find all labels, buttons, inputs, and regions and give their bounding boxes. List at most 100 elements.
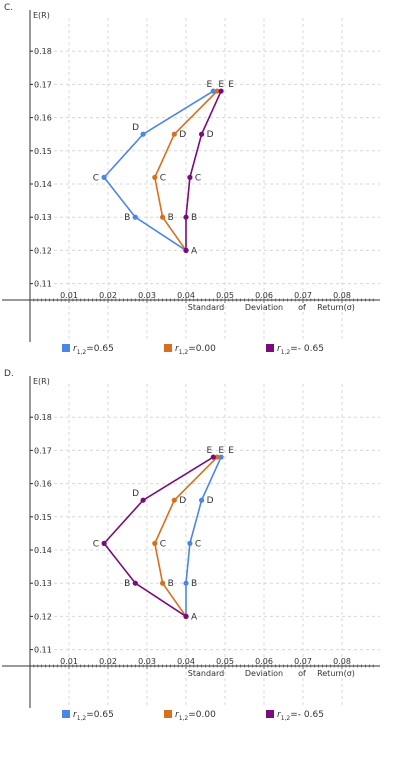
y-tick-label: 0.15 (34, 147, 52, 156)
data-point (199, 131, 205, 137)
point-label-C: C (195, 173, 201, 183)
point-label-E: E (218, 80, 224, 90)
data-point (187, 540, 193, 546)
legend-swatch (62, 344, 70, 352)
x-tick-label: 0.06 (255, 657, 273, 666)
data-point (101, 174, 107, 180)
x-axis-label-word: of (298, 303, 306, 312)
y-tick-label: 0.13 (34, 213, 52, 222)
x-axis-label-word: Deviation (245, 303, 283, 312)
y-tick-label: 0.18 (34, 413, 52, 422)
x-tick-label: 0.04 (177, 657, 195, 666)
legend-entry: r1,2=0.00 (175, 344, 216, 356)
x-tick-label: 0.02 (99, 657, 117, 666)
data-point (210, 88, 216, 94)
data-point (160, 580, 166, 586)
point-label-E: E (218, 446, 224, 456)
point-label-E: E (206, 446, 212, 456)
x-tick-label: 0.04 (177, 291, 195, 300)
data-point (140, 497, 146, 503)
point-label-D: D (207, 496, 214, 506)
x-tick-label: 0.01 (60, 291, 78, 300)
y-tick-label: 0.16 (34, 114, 52, 123)
point-label-E: E (228, 80, 234, 90)
y-tick-label: 0.17 (34, 80, 52, 89)
y-tick-label: 0.14 (34, 180, 52, 189)
x-tick-label: 0.03 (138, 291, 156, 300)
data-point (210, 454, 216, 460)
point-label-D: D (179, 130, 186, 140)
data-point (171, 497, 177, 503)
series-line-2 (185, 90, 222, 251)
y-tick-label: 0.15 (34, 513, 52, 522)
legend-entry: r1,2=- 0.65 (277, 710, 324, 722)
legend-entry: r1,2=0.00 (175, 710, 216, 722)
chart-panel-1: C. E(R) 0.18 0.17 0.16 0.15 0.14 0.13 0.12 0.11 0.… (2, 3, 380, 356)
y-tick-label: 0.11 (34, 280, 52, 289)
data-point (183, 247, 189, 253)
point-label-B: B (168, 579, 174, 589)
y-tick-label: 0.16 (34, 480, 52, 489)
x-tick-label: 0.08 (333, 657, 351, 666)
legend-swatch (164, 710, 172, 718)
legend-entry: r1,2=- 0.65 (277, 344, 324, 356)
y-tick-label: 0.13 (34, 579, 52, 588)
legend-entry: r1,2=0.65 (73, 710, 114, 722)
point-label-B: B (168, 213, 174, 223)
x-tick-label: 0.08 (333, 291, 351, 300)
x-tick-label: 0.02 (99, 291, 117, 300)
data-point (140, 131, 146, 137)
data-point (152, 540, 158, 546)
data-point (183, 580, 189, 586)
legend-entry: r1,2=0.65 (73, 344, 114, 356)
data-point (132, 214, 138, 220)
x-tick-label: 0.01 (60, 657, 78, 666)
y-tick-label: 0.18 (34, 47, 52, 56)
y-tick-label: 0.11 (34, 646, 52, 655)
y-tick-label: 0.14 (34, 546, 52, 555)
x-axis-label-word: Return(σ) (317, 669, 355, 678)
legend-swatch (266, 344, 274, 352)
point-label-C: C (195, 539, 201, 549)
data-point (171, 131, 177, 137)
panel-label: C. (4, 3, 13, 13)
x-tick-label: 0.05 (216, 291, 234, 300)
x-tick-label: 0.07 (294, 657, 312, 666)
x-axis-label-word: Return(σ) (317, 303, 355, 312)
legend-swatch (164, 344, 172, 352)
point-label-D: D (132, 123, 139, 133)
point-label-D: D (179, 496, 186, 506)
y-tick-label: 0.12 (34, 612, 52, 621)
point-label-B: B (191, 579, 197, 589)
point-label-A: A (191, 612, 198, 622)
x-axis-label-word: Deviation (245, 669, 283, 678)
x-tick-label: 0.07 (294, 291, 312, 300)
point-label-A: A (191, 246, 198, 256)
data-point (101, 540, 107, 546)
series-line-0 (103, 90, 214, 252)
data-point (218, 88, 224, 94)
point-label-B: B (191, 213, 197, 223)
x-tick-label: 0.03 (138, 657, 156, 666)
point-label-C: C (160, 539, 166, 549)
data-point (218, 454, 224, 460)
legend-swatch (62, 710, 70, 718)
x-axis-label-word: Standard (188, 303, 224, 312)
y-axis-label: E(R) (33, 377, 50, 386)
panel-label: D. (4, 369, 14, 379)
point-label-C: C (93, 173, 99, 183)
data-point (214, 454, 220, 460)
data-point (183, 613, 189, 619)
data-point (199, 497, 205, 503)
series-line-0 (185, 456, 222, 617)
x-tick-label: 0.06 (255, 291, 273, 300)
chart-panel-2: D. E(R) 0.18 0.17 0.16 0.15 0.14 0.13 0.12 0.11 0.… (2, 369, 380, 722)
data-point (183, 214, 189, 220)
point-label-C: C (93, 539, 99, 549)
point-label-D: D (132, 489, 139, 499)
point-label-E: E (228, 446, 234, 456)
point-label-B: B (124, 213, 130, 223)
data-point (132, 580, 138, 586)
x-tick-label: 0.05 (216, 657, 234, 666)
